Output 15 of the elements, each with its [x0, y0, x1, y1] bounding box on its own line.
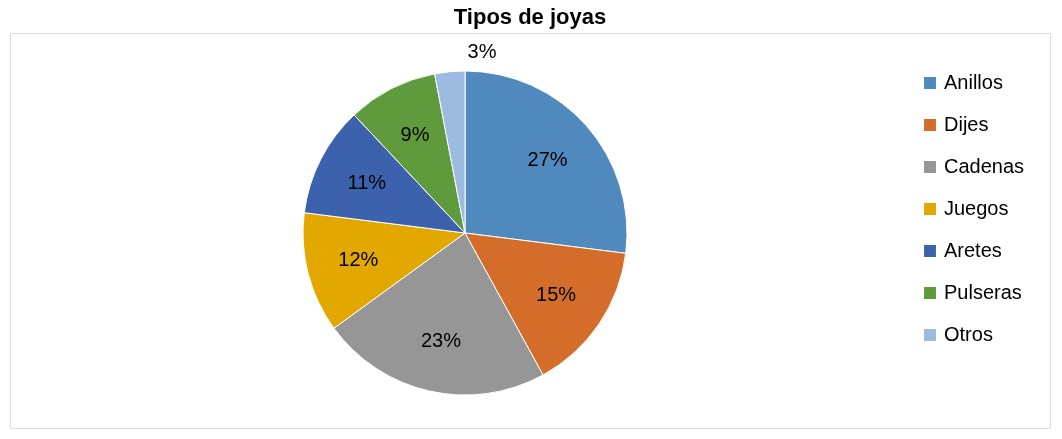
data-label: 9%	[400, 122, 430, 145]
legend-label: Juegos	[944, 197, 1009, 219]
legend-label: Cadenas	[944, 155, 1025, 177]
legend-label: Anillos	[944, 71, 1003, 93]
legend-label: Dijes	[944, 113, 989, 135]
chart-title: Tipos de joyas	[453, 4, 607, 29]
data-label: 27%	[527, 148, 568, 171]
legend-label: Pulseras	[944, 281, 1022, 303]
data-label: 11%	[347, 170, 387, 193]
legend-label: Otros	[944, 323, 993, 345]
data-label: 23%	[420, 328, 462, 351]
data-label: 12%	[338, 248, 379, 271]
data-label: 3%	[467, 40, 497, 63]
legend-label: Aretes	[944, 239, 1002, 261]
data-label: 15%	[536, 282, 577, 305]
